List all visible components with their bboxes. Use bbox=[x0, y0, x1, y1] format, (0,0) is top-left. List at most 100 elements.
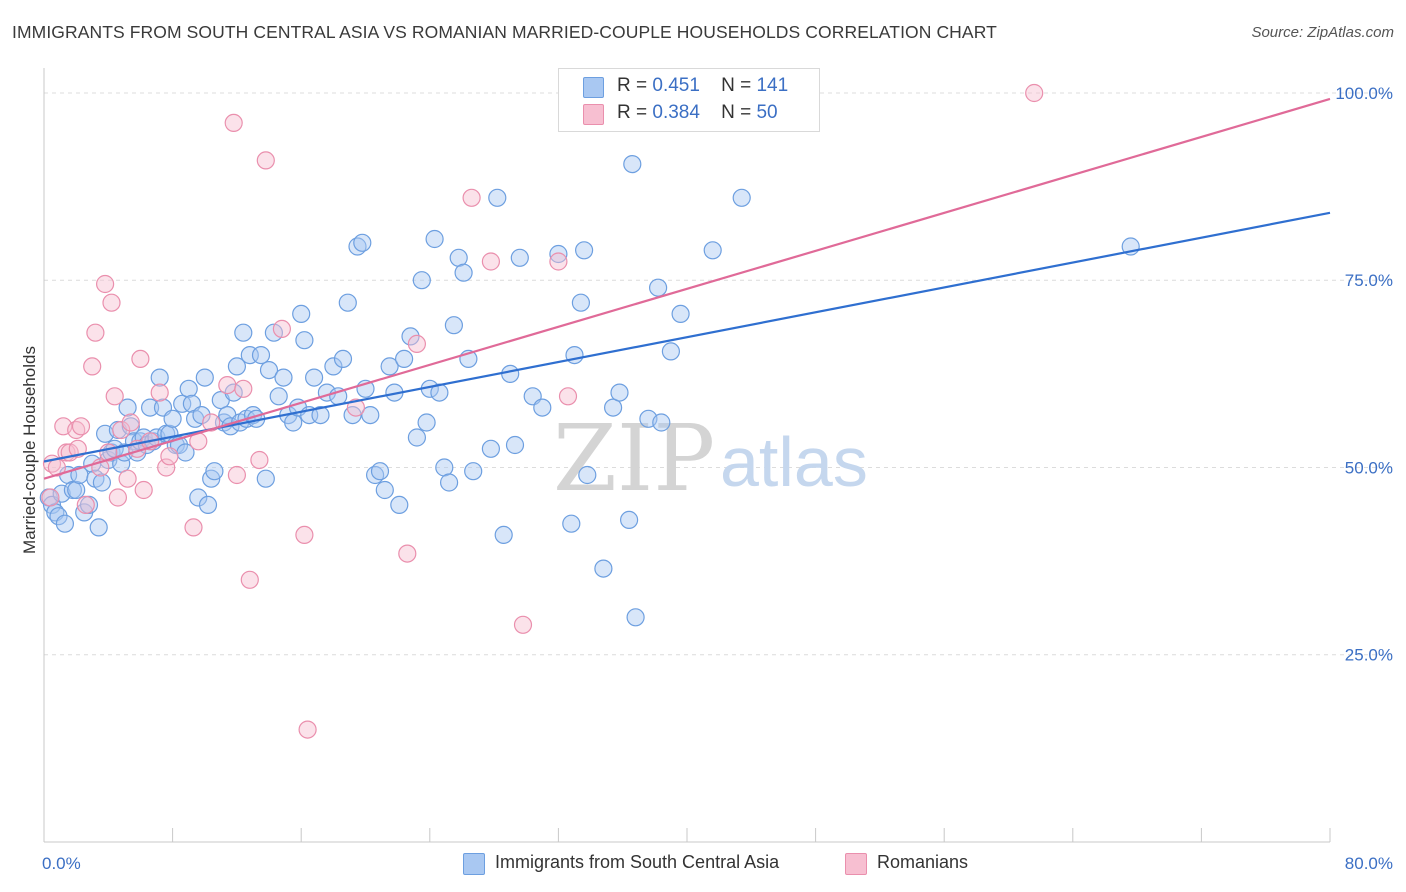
point-romanian bbox=[250, 450, 269, 470]
point-south-central-asia bbox=[121, 417, 140, 436]
point-south-central-asia bbox=[295, 331, 314, 350]
point-romanian bbox=[41, 488, 60, 507]
point-romanian bbox=[549, 252, 568, 271]
point-south-central-asia bbox=[251, 346, 271, 365]
point-romanian bbox=[256, 151, 275, 170]
point-romanian bbox=[1025, 83, 1044, 103]
point-south-central-asia bbox=[623, 155, 642, 174]
point-south-central-asia bbox=[488, 188, 507, 207]
point-south-central-asia bbox=[49, 507, 68, 526]
point-romanian bbox=[184, 518, 203, 537]
point-romanian bbox=[298, 720, 317, 739]
point-south-central-asia bbox=[732, 188, 751, 207]
point-romanian bbox=[240, 570, 259, 589]
point-south-central-asia bbox=[549, 244, 568, 264]
point-south-central-asia bbox=[150, 368, 169, 387]
point-south-central-asia bbox=[189, 488, 208, 507]
point-south-central-asia bbox=[234, 323, 253, 342]
point-romanian bbox=[160, 447, 179, 466]
point-south-central-asia bbox=[195, 368, 214, 387]
point-south-central-asia bbox=[118, 398, 137, 417]
point-romanian bbox=[102, 293, 121, 312]
point-romanian bbox=[407, 334, 426, 353]
point-south-central-asia bbox=[361, 406, 380, 425]
stats-n-value: 50 bbox=[756, 102, 778, 123]
trend-lines bbox=[43, 97, 1331, 480]
point-romanian bbox=[346, 398, 365, 417]
point-south-central-asia bbox=[55, 514, 75, 533]
x-tick-label: 80.0% bbox=[1345, 854, 1393, 873]
y-tick-label: 25.0% bbox=[1345, 646, 1393, 665]
watermark-atlas: atlas bbox=[720, 423, 868, 501]
point-south-central-asia bbox=[311, 406, 330, 425]
point-romanian bbox=[157, 458, 176, 477]
point-romanian bbox=[71, 417, 91, 436]
point-south-central-asia bbox=[626, 608, 645, 627]
point-romanian bbox=[227, 465, 246, 485]
point-south-central-asia bbox=[141, 398, 160, 417]
point-romanian bbox=[295, 525, 314, 545]
point-romanian bbox=[202, 413, 221, 432]
point-romanian bbox=[462, 188, 481, 207]
legend-label: Romanians bbox=[877, 852, 969, 872]
grid-lines bbox=[44, 92, 1392, 656]
point-south-central-asia bbox=[324, 357, 343, 376]
point-south-central-asia bbox=[494, 525, 513, 545]
y-tick-label: 50.0% bbox=[1345, 458, 1393, 477]
y-axis-label-container: Married-couple Households bbox=[18, 300, 42, 600]
point-romanian bbox=[398, 544, 417, 563]
stats-swatch-pink bbox=[583, 104, 604, 125]
point-south-central-asia bbox=[370, 462, 390, 481]
source-credit: Source: ZipAtlas.com bbox=[1251, 24, 1394, 41]
point-south-central-asia bbox=[417, 413, 436, 432]
stats-swatch-blue bbox=[583, 77, 604, 98]
legend-swatch-blue bbox=[463, 853, 485, 875]
point-south-central-asia bbox=[89, 518, 108, 537]
point-south-central-asia bbox=[501, 364, 520, 383]
point-south-central-asia bbox=[440, 473, 459, 492]
point-south-central-asia bbox=[505, 435, 525, 455]
point-south-central-asia bbox=[444, 316, 463, 335]
x-tick-label: 0.0% bbox=[42, 854, 81, 873]
point-south-central-asia bbox=[338, 293, 357, 312]
point-south-central-asia bbox=[390, 495, 409, 514]
point-romanian bbox=[131, 349, 150, 368]
point-romanian bbox=[513, 615, 533, 634]
point-south-central-asia bbox=[610, 383, 629, 402]
y-axis-label: Married-couple Households bbox=[20, 346, 39, 554]
point-south-central-asia bbox=[407, 428, 426, 447]
point-romanian bbox=[118, 469, 137, 488]
point-south-central-asia bbox=[619, 510, 639, 530]
point-south-central-asia bbox=[603, 398, 623, 417]
point-south-central-asia bbox=[652, 413, 671, 432]
point-south-central-asia bbox=[425, 229, 444, 249]
point-south-central-asia bbox=[594, 559, 613, 578]
point-south-central-asia bbox=[464, 462, 483, 481]
point-south-central-asia bbox=[163, 409, 182, 428]
legend-item-romanians[interactable]: Romanians bbox=[845, 851, 1005, 877]
point-south-central-asia bbox=[256, 469, 275, 488]
point-south-central-asia bbox=[412, 271, 431, 290]
point-south-central-asia bbox=[353, 233, 372, 252]
point-romanian bbox=[558, 387, 578, 406]
legend-swatch-pink bbox=[845, 853, 867, 875]
point-romanian bbox=[112, 420, 131, 440]
point-south-central-asia bbox=[67, 480, 86, 500]
point-romanian bbox=[108, 488, 128, 507]
point-south-central-asia bbox=[380, 357, 399, 376]
point-south-central-asia bbox=[173, 394, 192, 413]
point-romanian bbox=[481, 252, 500, 271]
point-romanian bbox=[83, 357, 102, 376]
point-south-central-asia bbox=[179, 379, 198, 398]
point-romanian bbox=[224, 113, 243, 133]
stats-r-label: R = bbox=[617, 102, 648, 123]
point-romanian bbox=[76, 495, 95, 514]
point-romanian bbox=[95, 274, 115, 294]
point-south-central-asia bbox=[198, 495, 218, 514]
point-south-central-asia bbox=[510, 248, 529, 267]
stats-n-label: N = bbox=[721, 75, 752, 96]
point-south-central-asia bbox=[227, 357, 246, 376]
stats-r-value: 0.384 bbox=[652, 102, 700, 123]
legend-item-south-central-asia[interactable]: Immigrants from South Central Asia bbox=[463, 851, 823, 877]
